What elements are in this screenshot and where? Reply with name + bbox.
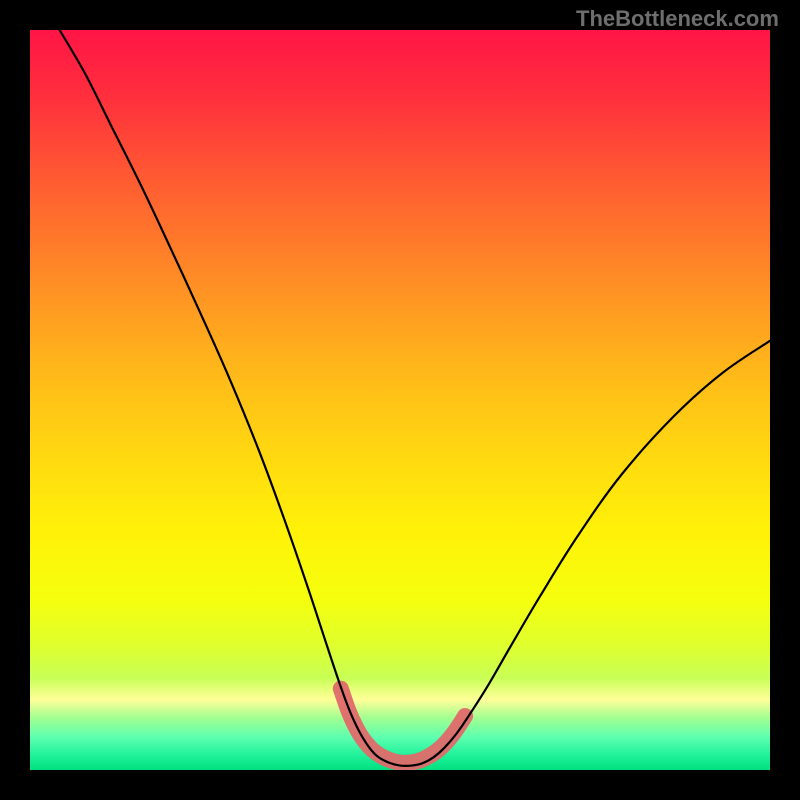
chart-svg [0,0,800,800]
gradient-background [30,30,770,770]
watermark-text: TheBottleneck.com [576,6,779,32]
